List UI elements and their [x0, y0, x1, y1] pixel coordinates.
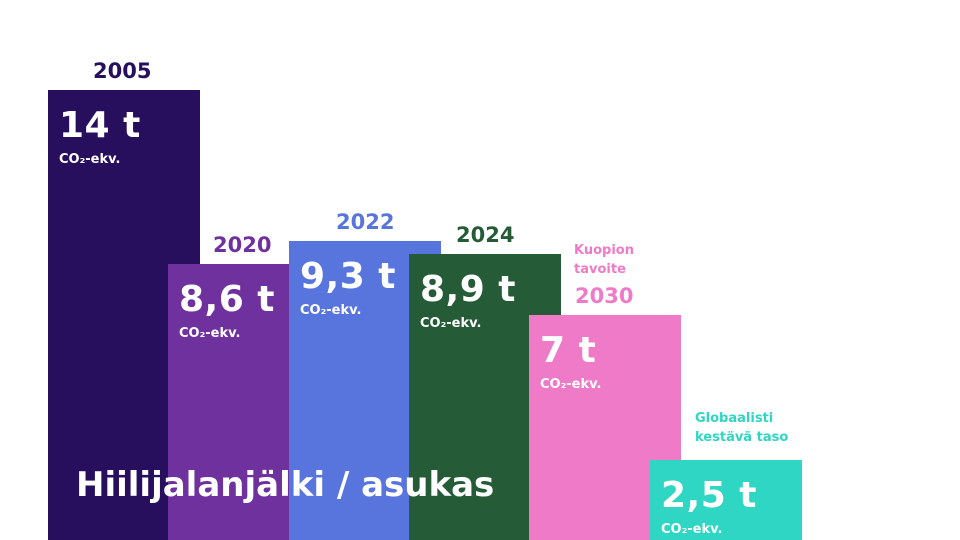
bar-globaalisti-kestävä-taso — [650, 459, 802, 540]
category-label: 2030 — [575, 284, 634, 308]
bar-value-label: 7 t — [540, 330, 597, 371]
bar-value-label: 9,3 t — [300, 256, 397, 298]
category-label: 2024 — [456, 223, 515, 247]
bar-value-label: 14 t — [59, 105, 141, 146]
bar-unit-label: CO₂-ekv. — [179, 325, 241, 341]
bar-unit-label: CO₂-ekv. — [661, 521, 723, 537]
bar-unit-label: CO₂-ekv. — [420, 315, 482, 331]
category-label: 2022 — [336, 210, 395, 234]
chart-title: Hiilijalanjälki / asukas — [76, 465, 495, 505]
category-label: 2020 — [213, 233, 272, 257]
category-note: Kuopion tavoite — [574, 243, 634, 277]
bar-value-label: 2,5 t — [661, 474, 758, 516]
bar-value-label: 8,9 t — [420, 268, 517, 310]
bar-unit-label: CO₂-ekv. — [540, 377, 602, 392]
bar-unit-label: CO₂-ekv. — [300, 303, 362, 319]
category-label: 2005 — [93, 59, 152, 83]
category-note: Globaalisti kestävä taso — [695, 411, 789, 445]
bar-value-label: 8,6 t — [179, 278, 276, 320]
bar-unit-label: CO₂-ekv. — [59, 152, 121, 167]
